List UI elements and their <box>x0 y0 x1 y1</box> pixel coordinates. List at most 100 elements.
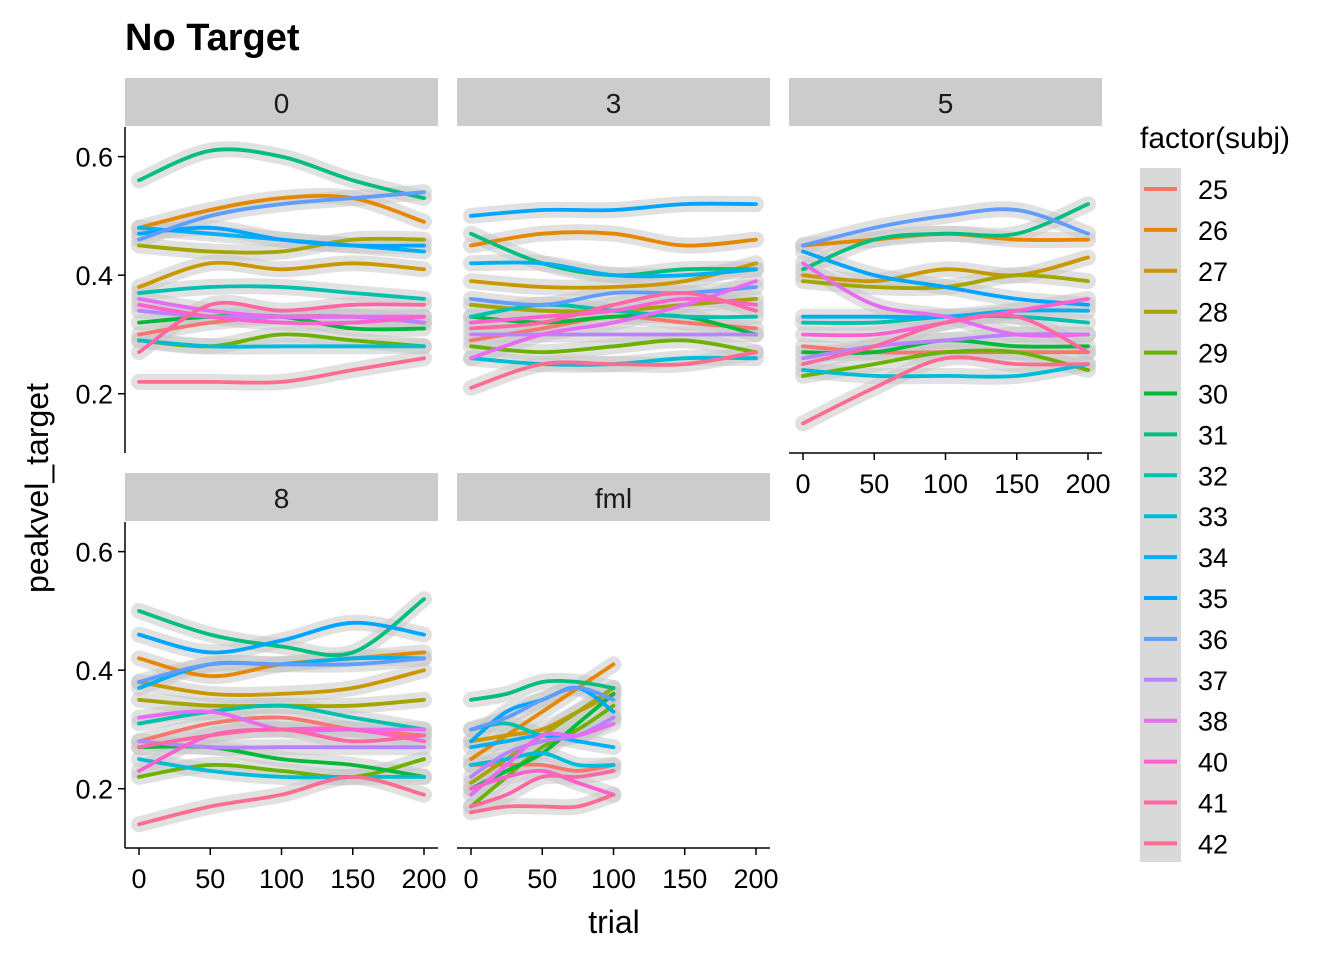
series-lines <box>801 202 1090 426</box>
ci-band-subj-42 <box>131 350 432 391</box>
line-subj-36 <box>801 207 1090 248</box>
legend-item-25: 25 <box>1144 175 1228 205</box>
series-lines <box>137 597 426 827</box>
series-lines <box>469 662 616 815</box>
facet-strip <box>457 78 770 126</box>
facet-strip <box>457 473 770 521</box>
legend-item-28: 28 <box>1144 298 1228 328</box>
line-subj-41 <box>469 291 758 331</box>
legend-item-41: 41 <box>1144 789 1228 819</box>
x-tick-label: 0 <box>463 864 478 894</box>
x-tick-label: 150 <box>330 864 375 894</box>
series-lines <box>137 147 426 385</box>
legend-label: 36 <box>1198 625 1228 655</box>
legend-label: 33 <box>1198 502 1228 532</box>
facet-strip-label: 5 <box>938 88 954 119</box>
legend-item-26: 26 <box>1144 216 1228 246</box>
x-tick-label: 0 <box>131 864 146 894</box>
line-subj-26 <box>137 193 426 230</box>
legend-item-35: 35 <box>1144 584 1228 614</box>
confidence-bands <box>795 196 1096 432</box>
line-subj-36 <box>137 190 426 242</box>
line-subj-41 <box>137 727 426 750</box>
line-subj-31 <box>469 679 616 702</box>
line-subj-40 <box>137 302 426 326</box>
facet-panel-5: 50 50 100 150 200 <box>789 78 1111 499</box>
line-subj-35 <box>801 249 1090 307</box>
line-subj-29 <box>469 703 616 809</box>
line-subj-38 <box>469 721 616 797</box>
line-subj-33 <box>137 757 426 780</box>
x-tick-label: 150 <box>994 469 1039 499</box>
facet-strip <box>789 78 1102 126</box>
line-subj-26 <box>469 230 758 248</box>
line-subj-31 <box>801 202 1090 272</box>
legend-label: 31 <box>1198 420 1228 450</box>
legend-label: 34 <box>1198 543 1228 573</box>
y-tick-label: 0.2 <box>75 380 113 410</box>
line-subj-31 <box>137 147 426 200</box>
facet-strip <box>125 78 438 126</box>
series-lines <box>469 201 758 390</box>
y-tick-label: 0.2 <box>75 775 113 805</box>
x-axis-label: trial <box>588 904 640 940</box>
facet-strip-label: 0 <box>274 88 290 119</box>
line-subj-27 <box>137 260 426 289</box>
legend-label: 29 <box>1198 339 1228 369</box>
facet-strip <box>125 473 438 521</box>
line-subj-36 <box>137 656 426 684</box>
legend-label: 28 <box>1198 298 1228 328</box>
line-subj-27 <box>469 261 758 290</box>
line-subj-28 <box>137 236 426 255</box>
facet-panel-fml: fml 0 50 100 150 200 <box>457 473 779 894</box>
line-subj-38 <box>137 297 426 320</box>
legend: factor(subj) 25 26 27 28 29 30 31 32 33 34 35 36 37 3… <box>1140 122 1290 862</box>
line-subj-42 <box>469 792 616 815</box>
x-tick-label: 50 <box>527 864 557 894</box>
x-tick-label: 50 <box>195 864 225 894</box>
legend-label: 26 <box>1198 216 1228 246</box>
line-subj-30 <box>469 313 758 337</box>
line-subj-35 <box>137 225 426 248</box>
chart-title: No Target <box>125 17 300 59</box>
facet-strip-label: 3 <box>606 88 622 119</box>
facet-strip-label: 8 <box>274 483 290 514</box>
line-subj-34 <box>469 260 758 279</box>
line-subj-35 <box>469 201 758 218</box>
line-subj-41 <box>801 312 1090 366</box>
y-tick-label: 0.6 <box>75 538 113 568</box>
legend-item-30: 30 <box>1144 380 1228 410</box>
facet-panel-3: 3 <box>457 78 770 396</box>
line-subj-32 <box>137 703 426 732</box>
line-subj-29 <box>469 338 758 355</box>
line-subj-32 <box>137 284 426 301</box>
legend-item-33: 33 <box>1144 502 1228 532</box>
line-subj-41 <box>137 300 426 355</box>
line-subj-31 <box>137 597 426 658</box>
legend-label: 27 <box>1198 257 1228 287</box>
line-subj-38 <box>801 261 1090 338</box>
facet-strip-label: fml <box>595 483 632 514</box>
line-subj-27 <box>137 668 426 697</box>
line-subj-40 <box>469 296 758 325</box>
x-tick-label: 50 <box>859 469 889 499</box>
legend-item-27: 27 <box>1144 257 1228 287</box>
legend-label: 40 <box>1198 748 1228 778</box>
legend-label: 25 <box>1198 175 1228 205</box>
facet-panel-0: 0 0.2 0.4 0.6 <box>75 78 438 453</box>
line-subj-29 <box>801 348 1090 378</box>
legend-label: 35 <box>1198 584 1228 614</box>
x-tick-label: 100 <box>259 864 304 894</box>
x-tick-label: 150 <box>662 864 707 894</box>
line-subj-33 <box>801 362 1090 379</box>
legend-items: 25 26 27 28 29 30 31 32 33 34 35 36 37 38 40 41 42 <box>1144 175 1228 859</box>
legend-label: 37 <box>1198 666 1228 696</box>
legend-item-29: 29 <box>1144 339 1228 369</box>
x-tick-label: 100 <box>591 864 636 894</box>
x-tick-label: 200 <box>733 864 778 894</box>
legend-title: factor(subj) <box>1140 122 1290 155</box>
line-subj-40 <box>469 768 616 797</box>
x-tick-label: 200 <box>401 864 446 894</box>
